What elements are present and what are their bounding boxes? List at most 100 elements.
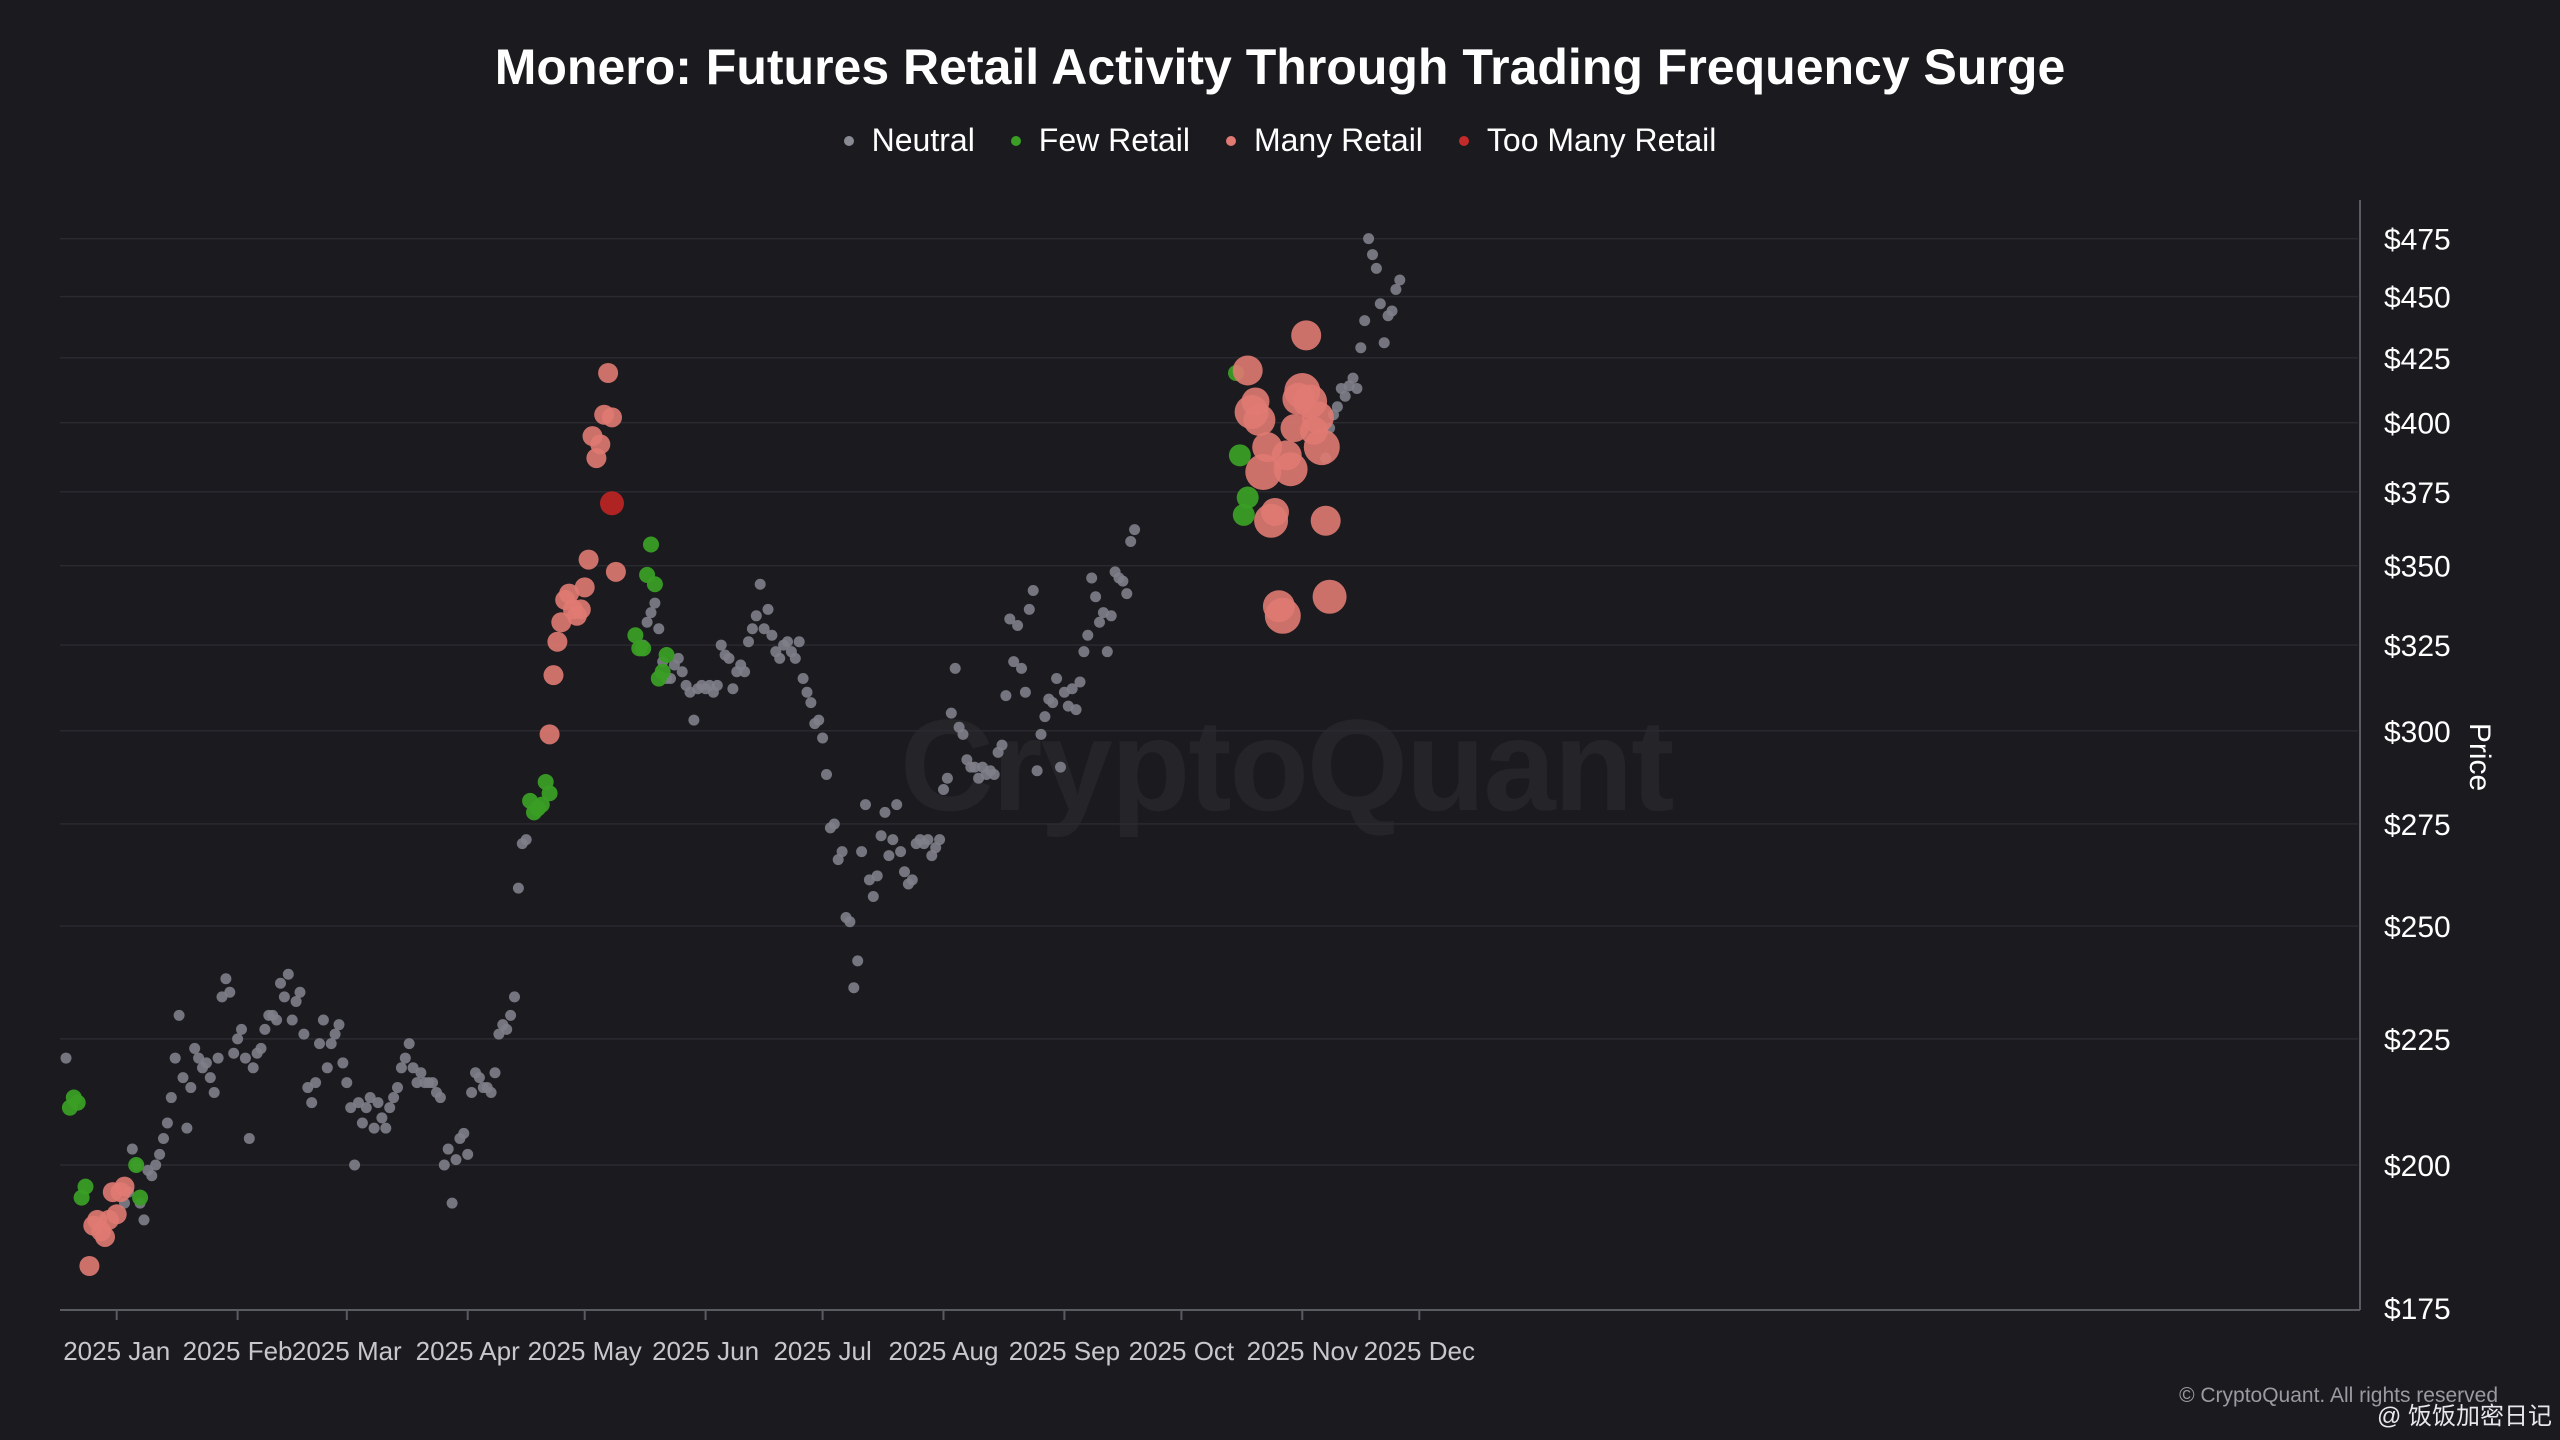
point-neutral — [1094, 616, 1105, 628]
point-few-retail — [643, 536, 659, 553]
point-neutral — [739, 666, 751, 678]
point-neutral — [1023, 603, 1035, 615]
point-few-retail — [69, 1094, 86, 1111]
point-neutral — [161, 1117, 173, 1129]
point-neutral — [1027, 584, 1039, 596]
point-neutral — [1117, 575, 1129, 587]
point-neutral — [165, 1092, 177, 1104]
point-neutral — [774, 652, 786, 664]
watermark: CryptoQuant — [900, 690, 1674, 840]
point-neutral — [1370, 262, 1382, 274]
point-many-retail — [574, 577, 595, 598]
point-neutral — [411, 1077, 423, 1089]
legend-item-neutral[interactable]: Neutral — [843, 122, 975, 159]
point-neutral — [1090, 591, 1102, 603]
point-many-retail — [551, 612, 572, 633]
point-many-retail — [106, 1204, 127, 1225]
point-few-retail — [646, 576, 663, 593]
point-neutral — [310, 1077, 322, 1089]
point-neutral — [723, 652, 735, 664]
point-neutral — [789, 652, 801, 664]
point-neutral — [232, 1033, 244, 1045]
data-points — [60, 233, 1406, 1276]
point-neutral — [1039, 711, 1051, 723]
legend-dot-few-retail — [1010, 135, 1021, 146]
point-neutral — [294, 986, 306, 998]
point-neutral — [1359, 315, 1371, 327]
point-neutral — [1121, 588, 1133, 600]
point-neutral — [403, 1038, 415, 1050]
point-neutral — [817, 732, 829, 744]
point-neutral — [793, 636, 805, 648]
point-neutral — [1051, 673, 1063, 685]
y-tick-label: $175 — [2384, 1293, 2451, 1326]
point-neutral — [1351, 382, 1363, 394]
point-neutral — [852, 955, 864, 967]
social-handle: @ 饭饭加密日记 — [2376, 1403, 2552, 1430]
y-tick-label: $200 — [2384, 1150, 2451, 1183]
point-neutral — [255, 1042, 267, 1054]
point-neutral — [243, 1133, 255, 1145]
point-neutral — [766, 629, 778, 641]
point-neutral — [821, 769, 832, 781]
point-neutral — [1055, 761, 1066, 773]
point-neutral — [415, 1067, 427, 1079]
point-neutral — [641, 616, 653, 628]
point-neutral — [875, 830, 887, 842]
point-neutral — [1008, 656, 1020, 668]
point-neutral — [1016, 662, 1027, 674]
legend: Neutral Few Retail Many Retail Too Many … — [0, 122, 2560, 159]
y-tick-label: $350 — [2384, 551, 2451, 584]
point-neutral — [750, 610, 762, 622]
point-neutral — [676, 666, 688, 678]
point-neutral — [895, 846, 907, 858]
point-neutral — [1363, 233, 1375, 245]
point-neutral — [653, 623, 665, 635]
point-neutral — [146, 1170, 158, 1182]
copyright-notice: © CryptoQuant. All rights reserved — [2179, 1384, 2498, 1407]
point-neutral — [879, 806, 891, 818]
point-neutral — [368, 1122, 380, 1134]
point-neutral — [941, 772, 953, 784]
point-neutral — [345, 1102, 357, 1114]
point-many-retail — [578, 549, 599, 570]
point-neutral — [805, 697, 817, 709]
legend-label-many-retail: Many Retail — [1253, 122, 1423, 158]
point-neutral — [224, 986, 236, 998]
point-neutral — [177, 1072, 189, 1084]
y-axis-title: Price — [2463, 723, 2496, 791]
y-tick-label: $375 — [2384, 477, 2451, 510]
point-neutral — [957, 728, 969, 740]
point-many-retail — [547, 631, 568, 652]
point-many-retail — [1261, 497, 1289, 526]
point-many-retail — [543, 665, 564, 686]
point-few-retail — [654, 663, 671, 680]
point-neutral — [1105, 610, 1117, 622]
point-too-many-retail — [600, 491, 624, 516]
legend-item-too-many-retail[interactable]: Too Many Retail — [1458, 122, 1716, 159]
point-neutral — [949, 662, 961, 674]
point-neutral — [154, 1148, 166, 1160]
x-tick-label: 2025 Sep — [1009, 1336, 1120, 1366]
point-neutral — [1070, 704, 1082, 716]
point-neutral — [329, 1028, 341, 1040]
point-neutral — [1012, 619, 1024, 631]
point-few-retail — [533, 796, 550, 813]
legend-item-few-retail[interactable]: Few Retail — [1010, 122, 1190, 159]
grid-lines — [60, 237, 2358, 1166]
point-few-retail — [658, 646, 675, 663]
legend-item-many-retail[interactable]: Many Retail — [1225, 122, 1423, 159]
point-few-retail — [1228, 444, 1251, 467]
point-neutral — [298, 1028, 310, 1040]
point-neutral — [711, 679, 723, 691]
point-neutral — [458, 1127, 470, 1139]
y-tick-label: $275 — [2384, 809, 2451, 842]
point-neutral — [317, 1014, 329, 1026]
point-neutral — [762, 603, 774, 615]
point-many-retail — [1232, 355, 1263, 386]
point-many-retail — [1303, 429, 1340, 466]
legend-dot-many-retail — [1225, 135, 1236, 146]
point-neutral — [945, 707, 957, 719]
point-neutral — [360, 1102, 372, 1114]
